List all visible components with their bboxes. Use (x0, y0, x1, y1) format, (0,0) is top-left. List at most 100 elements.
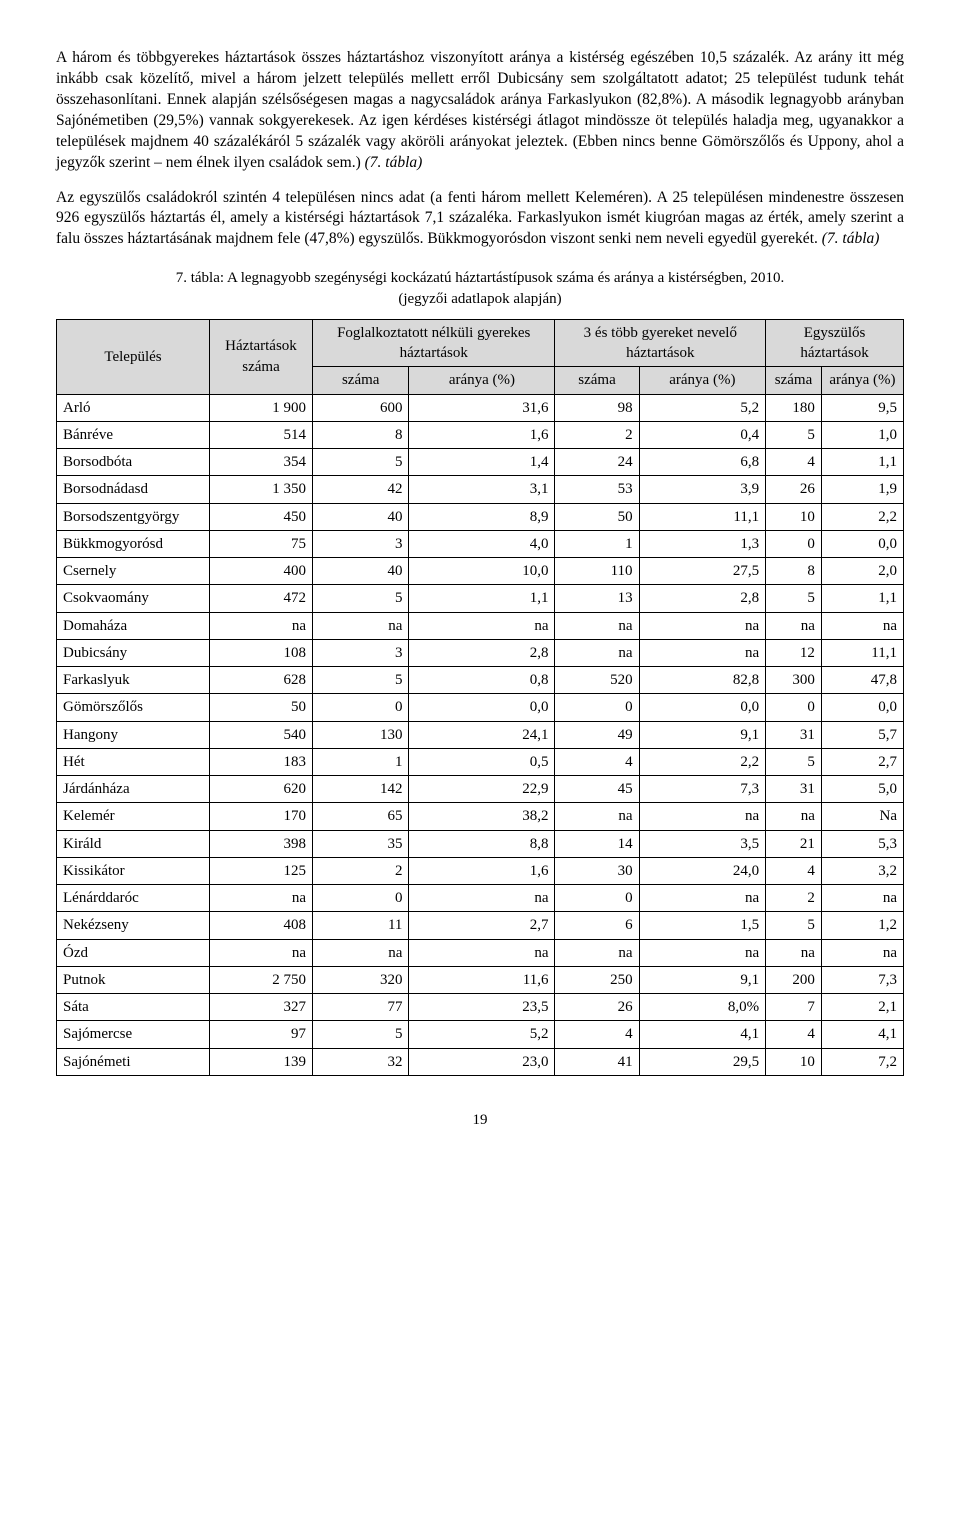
table-row: Csokvaomány47251,1132,851,1 (57, 585, 904, 612)
table-row: Ózdnanananananana (57, 939, 904, 966)
cell-value: 5 (313, 1021, 409, 1048)
cell-value: 130 (313, 721, 409, 748)
cell-value: na (639, 612, 766, 639)
cell-value: 42 (313, 476, 409, 503)
cell-value: 75 (210, 530, 313, 557)
cell-settlement: Hét (57, 748, 210, 775)
cell-value: 354 (210, 449, 313, 476)
cell-value: 1 900 (210, 394, 313, 421)
cell-value: 50 (555, 503, 639, 530)
cell-value: na (639, 639, 766, 666)
cell-value: 0,4 (639, 421, 766, 448)
cell-value: 170 (210, 803, 313, 830)
cell-value: 77 (313, 994, 409, 1021)
paragraph-2-ref: (7. tábla) (822, 230, 880, 247)
cell-settlement: Borsodszentgyörgy (57, 503, 210, 530)
cell-settlement: Nekézseny (57, 912, 210, 939)
cell-value: 4,1 (639, 1021, 766, 1048)
cell-value: 8 (766, 558, 822, 585)
cell-value: 0 (555, 885, 639, 912)
cell-value: 1,6 (409, 857, 555, 884)
cell-value: 5 (766, 748, 822, 775)
cell-value: 1,9 (821, 476, 903, 503)
cell-value: 450 (210, 503, 313, 530)
table-row: Nekézseny408112,761,551,2 (57, 912, 904, 939)
cell-settlement: Borsodbóta (57, 449, 210, 476)
cell-value: 65 (313, 803, 409, 830)
cell-value: 32 (313, 1048, 409, 1075)
cell-value: 2,7 (409, 912, 555, 939)
table-body: Arló1 90060031,6985,21809,5Bánréve51481,… (57, 394, 904, 1075)
cell-value: 0,0 (821, 694, 903, 721)
cell-value: 2,0 (821, 558, 903, 585)
cell-value: 472 (210, 585, 313, 612)
cell-value: 0 (766, 694, 822, 721)
cell-value: 1,1 (409, 585, 555, 612)
cell-value: 3,2 (821, 857, 903, 884)
cell-value: 10 (766, 1048, 822, 1075)
cell-value: 628 (210, 667, 313, 694)
cell-value: 31 (766, 721, 822, 748)
cell-value: 0,0 (639, 694, 766, 721)
cell-value: na (210, 885, 313, 912)
cell-value: 6 (555, 912, 639, 939)
cell-value: 98 (555, 394, 639, 421)
cell-value: 3,1 (409, 476, 555, 503)
paragraph-1: A három és többgyerekes háztartások össz… (56, 48, 904, 174)
cell-value: 0 (555, 694, 639, 721)
table-row: Sajónémeti1393223,04129,5107,2 (57, 1048, 904, 1075)
cell-settlement: Királd (57, 830, 210, 857)
cell-value: 320 (313, 966, 409, 993)
cell-value: 600 (313, 394, 409, 421)
cell-settlement: Bánréve (57, 421, 210, 448)
th-g1-count: száma (313, 367, 409, 394)
cell-value: na (555, 939, 639, 966)
cell-value: 40 (313, 558, 409, 585)
th-g2-count: száma (555, 367, 639, 394)
cell-value: na (639, 885, 766, 912)
cell-value: 0,0 (409, 694, 555, 721)
cell-value: 24,1 (409, 721, 555, 748)
cell-value: 1 (555, 530, 639, 557)
cell-value: 14 (555, 830, 639, 857)
table-row: Kissikátor12521,63024,043,2 (57, 857, 904, 884)
cell-value: 22,9 (409, 776, 555, 803)
cell-value: 2,2 (821, 503, 903, 530)
cell-value: 31 (766, 776, 822, 803)
table-row: Hangony54013024,1499,1315,7 (57, 721, 904, 748)
table-header: Település Háztartások száma Foglalkoztat… (57, 319, 904, 394)
cell-value: 142 (313, 776, 409, 803)
cell-value: 108 (210, 639, 313, 666)
cell-value: 5 (313, 585, 409, 612)
cell-value: 2 750 (210, 966, 313, 993)
cell-value: 7,3 (821, 966, 903, 993)
cell-value: na (766, 803, 822, 830)
table-row: Arló1 90060031,6985,21809,5 (57, 394, 904, 421)
th-group3: Egyszülős háztartások (766, 319, 904, 367)
th-g3-count: száma (766, 367, 822, 394)
table-row: Hét18310,542,252,7 (57, 748, 904, 775)
cell-value: 30 (555, 857, 639, 884)
cell-value: na (555, 612, 639, 639)
cell-value: na (409, 939, 555, 966)
cell-value: 1,1 (821, 449, 903, 476)
cell-value: 5 (313, 667, 409, 694)
table-row: Királd398358,8143,5215,3 (57, 830, 904, 857)
cell-value: na (639, 803, 766, 830)
table-row: Sáta3277723,5268,0%72,1 (57, 994, 904, 1021)
paragraph-1-ref: (7. tábla) (365, 154, 423, 171)
cell-value: 13 (555, 585, 639, 612)
cell-value: 4,0 (409, 530, 555, 557)
cell-value: 35 (313, 830, 409, 857)
cell-value: 4 (555, 1021, 639, 1048)
cell-settlement: Borsodnádasd (57, 476, 210, 503)
cell-value: 10 (766, 503, 822, 530)
cell-value: 3 (313, 530, 409, 557)
th-settlement: Település (57, 319, 210, 394)
cell-value: na (210, 612, 313, 639)
cell-value: 125 (210, 857, 313, 884)
cell-value: 5,2 (639, 394, 766, 421)
table-row: Borsodnádasd1 350423,1533,9261,9 (57, 476, 904, 503)
table-row: Csernely4004010,011027,582,0 (57, 558, 904, 585)
cell-value: 540 (210, 721, 313, 748)
